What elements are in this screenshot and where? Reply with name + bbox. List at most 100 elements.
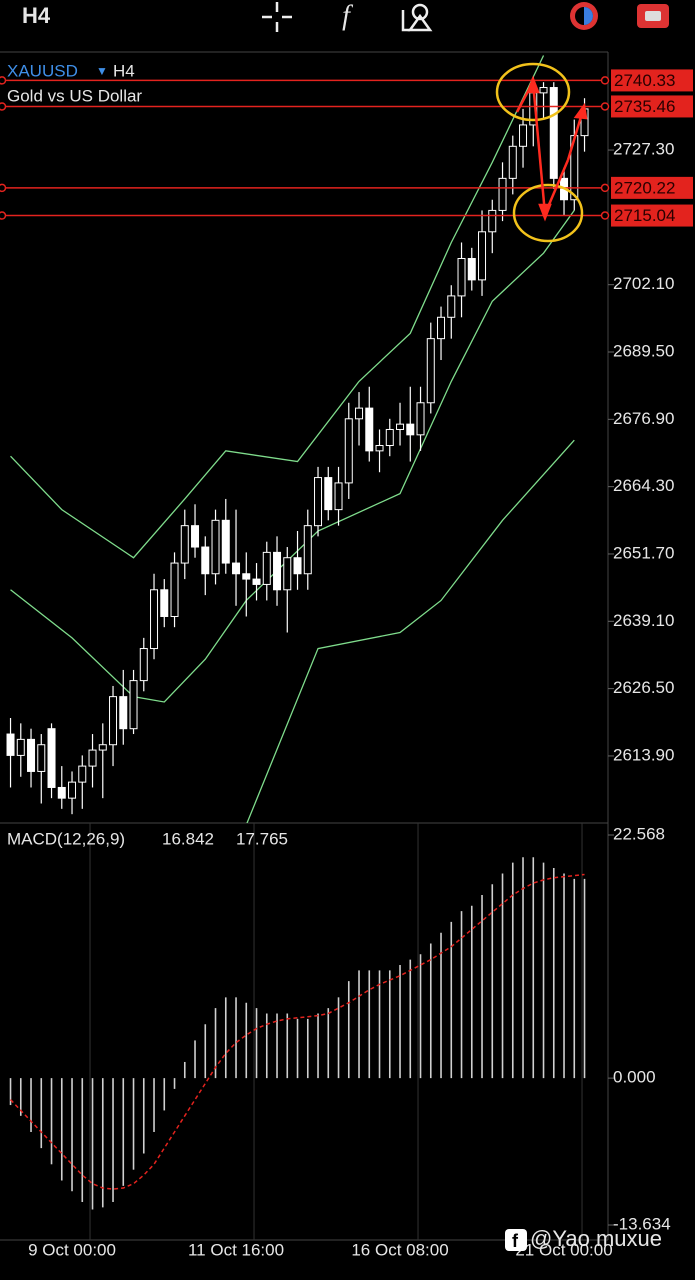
y-tick-label: 22.568 xyxy=(613,824,665,843)
svg-text:@Yao muxue: @Yao muxue xyxy=(530,1226,662,1251)
signal-line xyxy=(9,873,585,1190)
candle-body xyxy=(262,551,271,585)
candle-body xyxy=(201,546,210,575)
candle-body xyxy=(426,338,435,404)
candle-body xyxy=(549,87,558,179)
price-chart: 2727.30 2702.10 2689.50 2676.90 2664.30 2651.… xyxy=(0,55,693,1259)
y-tick-label: 2689.50 xyxy=(613,341,674,360)
price-label: 2735.46 xyxy=(614,97,675,116)
x-tick-label: 11 Oct 16:00 xyxy=(188,1240,284,1259)
y-tick-label: -13.634 xyxy=(613,1214,671,1233)
y-tick-label: 2651.70 xyxy=(613,543,674,562)
svg-text:f: f xyxy=(512,1231,519,1251)
y-tick-label: 2639.10 xyxy=(613,611,674,630)
candle-body xyxy=(498,177,507,211)
candle-body xyxy=(293,557,302,575)
candle-body xyxy=(232,562,241,575)
candle-body xyxy=(88,749,97,767)
candle-body xyxy=(467,258,476,281)
macd-chart: 22.568 0.000 -13.634 xyxy=(9,824,671,1233)
indicator-icon[interactable]: f xyxy=(342,0,353,31)
objects-icon[interactable] xyxy=(401,3,433,32)
candle-body xyxy=(396,423,405,430)
candle-body xyxy=(150,589,159,650)
line-handle xyxy=(0,76,7,85)
symbol-dropdown[interactable]: ▼ xyxy=(96,64,108,78)
candle-body xyxy=(334,482,343,511)
line-handle xyxy=(0,183,7,193)
macd-value: 16.842 xyxy=(162,829,214,848)
symbol-description: Gold vs US Dollar xyxy=(7,86,142,105)
candle-body xyxy=(16,738,25,756)
candle-body xyxy=(68,781,77,799)
line-handle xyxy=(0,211,7,220)
candle-body xyxy=(119,696,128,730)
candle-body xyxy=(139,648,148,682)
candle-body xyxy=(37,744,46,772)
candle-body xyxy=(478,231,487,281)
line-handle xyxy=(600,211,610,220)
candle-body xyxy=(252,578,261,585)
candle-body xyxy=(457,258,466,297)
candle-body xyxy=(57,786,66,799)
y-tick-label: 0.000 xyxy=(613,1068,656,1087)
candle-body xyxy=(303,525,312,575)
candle-body xyxy=(539,87,548,94)
candle-body xyxy=(211,519,220,575)
candle-body xyxy=(47,728,56,788)
signal-value: 17.765 xyxy=(236,829,288,848)
candle-body xyxy=(447,295,456,318)
candle-body xyxy=(314,477,323,527)
candle-body xyxy=(242,573,251,580)
candle-body xyxy=(160,589,169,617)
y-tick-label: 2626.50 xyxy=(613,678,674,697)
price-label-box xyxy=(611,204,693,227)
candle-body xyxy=(508,145,517,179)
price-label: 2740.33 xyxy=(614,71,675,90)
candle-body xyxy=(129,680,138,730)
candle-body xyxy=(221,519,230,564)
y-tick-label: 2613.90 xyxy=(613,745,674,764)
candle-body xyxy=(98,744,107,751)
price-label: 2715.04 xyxy=(614,206,675,225)
candle-body xyxy=(170,562,179,617)
candle-body xyxy=(283,557,292,591)
line-handle xyxy=(600,102,610,111)
candle-body xyxy=(324,477,333,511)
y-tick-label: 2676.90 xyxy=(613,409,674,428)
y-tick-label: 2702.10 xyxy=(613,274,674,293)
candle-body xyxy=(109,696,118,746)
price-label: 2720.22 xyxy=(614,178,675,197)
y-tick-label: 2664.30 xyxy=(613,476,674,495)
price-label-box xyxy=(611,69,693,92)
x-tick-label: 9 Oct 00:00 xyxy=(28,1240,116,1259)
candle-body xyxy=(27,738,36,772)
trade-icon[interactable] xyxy=(570,2,598,30)
bollinger-band xyxy=(246,439,575,823)
timeframe-button[interactable]: H4 xyxy=(22,3,51,28)
highlight-circles xyxy=(495,62,584,243)
candle-body xyxy=(344,418,353,484)
x-tick-label: 16 Oct 08:00 xyxy=(351,1240,448,1259)
candle-body xyxy=(437,316,446,340)
candle-body xyxy=(385,428,394,447)
x-tick-label: 21 Oct 00:00 xyxy=(515,1240,612,1259)
annotation-arrows xyxy=(515,75,588,222)
candle-body xyxy=(6,733,15,756)
symbol[interactable]: XAUUSD xyxy=(7,61,78,80)
y-tick-label: 2727.30 xyxy=(613,140,674,159)
crosshair-icon[interactable] xyxy=(262,2,292,32)
candle-body xyxy=(488,209,497,233)
price-label-box xyxy=(611,95,693,118)
candle-body xyxy=(416,402,425,436)
watermark: f @Yao muxue xyxy=(505,1226,662,1251)
account-icon[interactable] xyxy=(637,4,669,28)
line-handle xyxy=(600,183,610,193)
candle-body xyxy=(180,525,189,564)
line-handle xyxy=(600,76,610,85)
candle-body xyxy=(273,551,282,591)
price-label-box xyxy=(611,176,693,199)
